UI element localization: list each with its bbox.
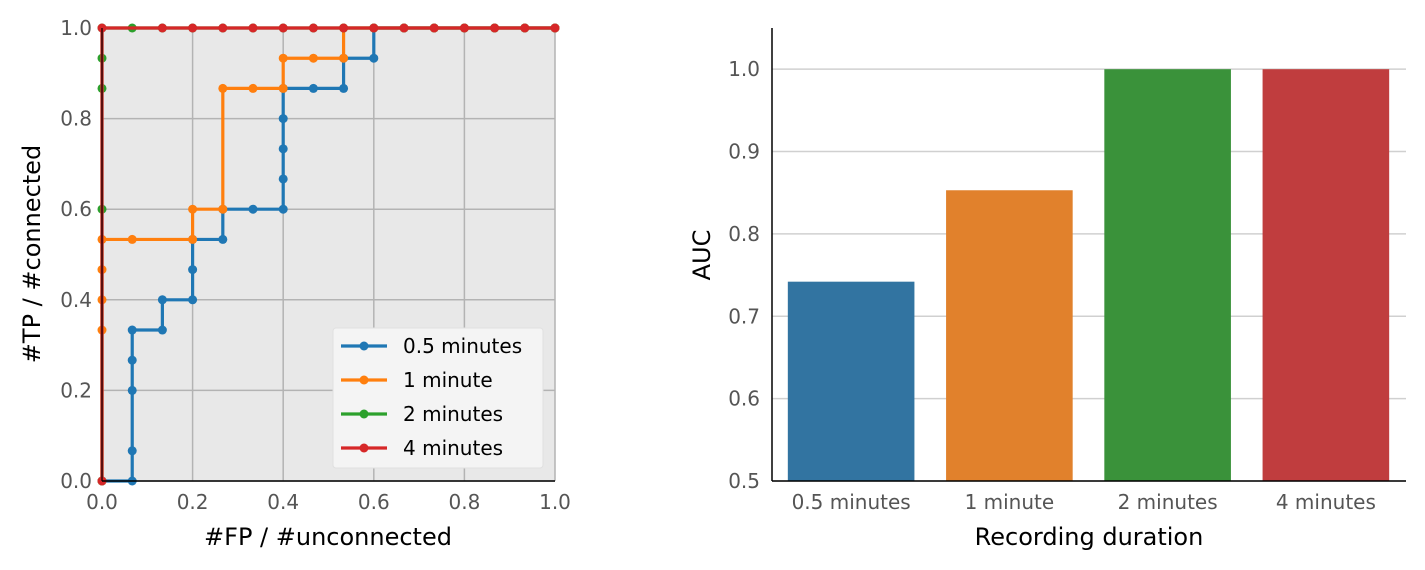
roc-legend-item: 2 minutes [341, 402, 503, 426]
roc-point [429, 23, 439, 33]
roc-legend-swatch-marker [359, 375, 369, 385]
roc-point [278, 83, 288, 93]
roc-point [218, 83, 228, 93]
roc-point [369, 23, 379, 33]
roc-point [278, 174, 288, 184]
roc-chart: 0.0 0.2 0.4 0.6 0.8 1.0 0.0 0.2 0.4 0.6 0.8 1.0 #F… [18, 16, 571, 551]
roc-point [308, 83, 318, 93]
auc-x-ticks: 0.5 minutes 1 minute 2 minutes 4 minutes [792, 490, 1376, 514]
roc-x-tick-label: 0.0 [86, 490, 118, 514]
roc-point [278, 114, 288, 124]
roc-x-tick-label: 0.4 [267, 490, 299, 514]
roc-point [550, 23, 560, 33]
roc-legend-item: 1 minute [341, 368, 493, 392]
auc-x-tick-label: 1 minute [965, 490, 1055, 514]
auc-bars [787, 69, 1390, 482]
roc-point [188, 234, 198, 244]
roc-point [218, 234, 228, 244]
auc-y-ticks: 0.5 0.6 0.7 0.8 0.9 1.0 [728, 57, 760, 493]
roc-legend-item: 0.5 minutes [341, 334, 522, 358]
roc-curve-line [100, 26, 555, 481]
roc-point [127, 234, 137, 244]
roc-point [248, 204, 258, 214]
roc-legend-item: 4 minutes [341, 436, 503, 460]
roc-point [490, 23, 500, 33]
roc-point [218, 204, 228, 214]
roc-x-tick-label: 1.0 [539, 490, 571, 514]
roc-x-tick-label: 0.6 [358, 490, 390, 514]
roc-point [339, 83, 349, 93]
roc-y-tick-label: 0.2 [60, 378, 92, 402]
roc-x-axis-label: #FP / #unconnected [204, 523, 452, 551]
roc-y-tick-label: 0.6 [60, 197, 92, 221]
auc-x-tick-label: 0.5 minutes [792, 490, 911, 514]
roc-legend-label: 2 minutes [403, 402, 503, 426]
roc-legend-label: 4 minutes [403, 436, 503, 460]
roc-y-axis-label: #TP / #connected [18, 145, 46, 363]
auc-x-tick-label: 4 minutes [1276, 490, 1376, 514]
roc-legend: 0.5 minutes 1 minute 2 minutes 4 minutes [332, 327, 544, 469]
roc-x-tick-label: 0.8 [448, 490, 480, 514]
roc-point [127, 355, 137, 365]
roc-y-tick-label: 0.4 [60, 288, 92, 312]
roc-point [278, 23, 288, 33]
roc-point [520, 23, 530, 33]
roc-point [188, 295, 198, 305]
roc-series-4-minutes [97, 23, 560, 486]
roc-y-tick-label: 1.0 [60, 16, 92, 40]
roc-point [308, 53, 318, 63]
auc-bar-0-5-minutes [787, 281, 915, 481]
auc-x-axis-label: Recording duration [975, 523, 1204, 551]
roc-point [399, 23, 409, 33]
roc-point [278, 53, 288, 63]
roc-point [308, 23, 318, 33]
auc-y-tick-label: 1.0 [728, 57, 760, 81]
roc-point [369, 53, 379, 63]
auc-y-tick-label: 0.5 [728, 469, 760, 493]
auc-y-tick-label: 0.6 [728, 387, 760, 411]
auc-bar-1-minute [946, 190, 1073, 482]
roc-point [278, 204, 288, 214]
auc-y-axis-label: AUC [688, 230, 716, 281]
roc-point [127, 325, 137, 335]
roc-series [97, 23, 560, 486]
roc-legend-label: 1 minute [403, 368, 493, 392]
roc-point [248, 23, 258, 33]
roc-legend-label: 0.5 minutes [403, 334, 522, 358]
roc-y-ticks: 0.0 0.2 0.4 0.6 0.8 1.0 [60, 16, 92, 493]
roc-point [459, 23, 469, 33]
roc-point [157, 23, 167, 33]
roc-point [339, 53, 349, 63]
roc-point [339, 23, 349, 33]
roc-point [248, 83, 258, 93]
roc-legend-swatch-marker [359, 443, 369, 453]
roc-point [157, 325, 167, 335]
auc-bar-4-minutes [1262, 69, 1390, 481]
roc-legend-swatch-marker [359, 341, 369, 351]
auc-x-tick-label: 2 minutes [1118, 490, 1218, 514]
auc-y-tick-label: 0.8 [728, 222, 760, 246]
roc-legend-box [332, 327, 544, 469]
roc-x-ticks: 0.0 0.2 0.4 0.6 0.8 1.0 [86, 490, 571, 514]
auc-chart: 0.5 0.6 0.7 0.8 0.9 1.0 0.5 minutes 1 minute 2 … [688, 28, 1406, 551]
auc-y-tick-label: 0.7 [728, 304, 760, 328]
roc-point [188, 23, 198, 33]
roc-point [218, 23, 228, 33]
roc-point [127, 446, 137, 456]
roc-y-tick-label: 0.8 [60, 107, 92, 131]
roc-point [278, 144, 288, 154]
auc-y-tick-label: 0.9 [728, 140, 760, 164]
roc-point [157, 295, 167, 305]
roc-y-tick-label: 0.0 [60, 469, 92, 493]
roc-point [188, 204, 198, 214]
roc-legend-items: 0.5 minutes 1 minute 2 minutes 4 minutes [341, 334, 522, 460]
roc-point [127, 385, 137, 395]
roc-legend-swatch-marker [359, 409, 369, 419]
roc-x-tick-label: 0.2 [177, 490, 209, 514]
auc-bar-2-minutes [1104, 69, 1231, 481]
roc-point [188, 265, 198, 275]
